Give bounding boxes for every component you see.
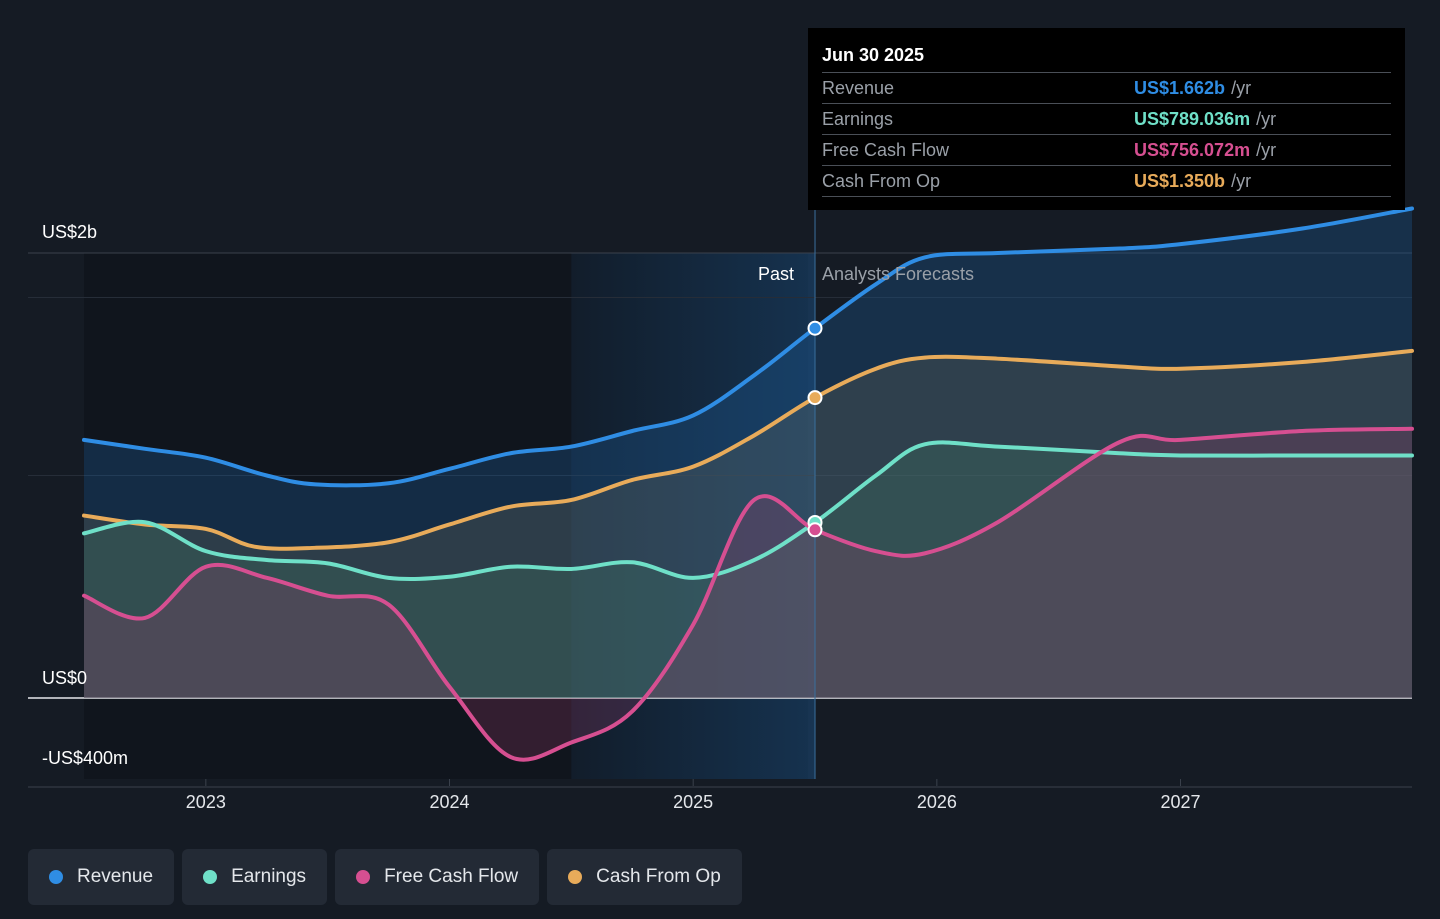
tooltip-unit: /yr: [1231, 78, 1252, 98]
marker-cash-from-op: [807, 390, 823, 406]
area-free-cash-flow: [84, 428, 1412, 760]
legend-dot-icon: [356, 870, 371, 884]
tooltip-label: Revenue: [822, 78, 895, 98]
tooltip-value: US$789.036m: [1134, 109, 1251, 129]
line-cash-from-op: [82, 348, 1414, 551]
legend-item-revenue[interactable]: Revenue: [28, 849, 175, 905]
legend-dot-icon: [568, 870, 583, 884]
line-free-cash-flow: [82, 426, 1414, 762]
area-cash-from-op: [84, 350, 1412, 698]
tooltip-value: US$1.662b: [1134, 78, 1226, 98]
tooltip-value: US$756.072m: [1134, 140, 1251, 160]
x-tick-label: 2026: [917, 792, 957, 812]
y-axis-label-zero: US$0: [42, 668, 87, 688]
tooltip-row-free-cash-flow: Free Cash Flow US$756.072m /yr: [822, 135, 1391, 166]
line-earnings: [82, 440, 1414, 581]
tooltip-row-cash-from-op: Cash From Op US$1.350b /yr: [822, 166, 1391, 197]
x-tick-label: 2025: [673, 792, 713, 812]
legend-item-free-cash-flow[interactable]: Free Cash Flow: [335, 849, 540, 905]
legend-label: Earnings: [231, 866, 307, 887]
past-label: Past: [758, 264, 794, 284]
marker-free-cash-flow: [807, 522, 823, 538]
tooltip-value: US$1.350b: [1134, 171, 1226, 191]
line-revenue: [82, 206, 1414, 488]
tooltip-unit: /yr: [1256, 109, 1277, 129]
y-axis-label-min: -US$400m: [42, 748, 128, 768]
series-areas: [84, 208, 1412, 760]
area-revenue: [84, 208, 1412, 698]
legend-item-cash-from-op[interactable]: Cash From Op: [547, 849, 742, 905]
series-lines: [82, 206, 1414, 762]
x-tick-label: 2027: [1160, 792, 1200, 812]
tooltip-unit: /yr: [1256, 140, 1277, 160]
marker-revenue: [807, 320, 823, 336]
tooltip-label: Cash From Op: [822, 171, 941, 191]
legend: Revenue Earnings Free Cash Flow Cash Fro…: [28, 849, 742, 905]
forecast-label: Analysts Forecasts: [822, 264, 974, 284]
x-tick-label: 2023: [186, 792, 226, 812]
legend-label: Revenue: [77, 866, 154, 887]
legend-dot-icon: [49, 870, 63, 884]
x-axis-ticks: 2023 2024 2025 2026 2027: [28, 779, 1412, 812]
legend-label: Cash From Op: [596, 866, 721, 887]
tooltip-row-revenue: Revenue US$1.662b /yr: [822, 73, 1391, 104]
tooltip-row-earnings: Earnings US$789.036m /yr: [822, 104, 1391, 135]
legend-item-earnings[interactable]: Earnings: [182, 849, 328, 905]
tooltip-unit: /yr: [1231, 171, 1252, 191]
tooltip: Jun 30 2025 Revenue US$1.662b /yr Earnin…: [808, 28, 1405, 210]
hover-markers: [807, 320, 823, 538]
legend-dot-icon: [203, 870, 218, 884]
tooltip-label: Earnings: [822, 109, 894, 129]
tooltip-label: Free Cash Flow: [822, 140, 950, 160]
x-tick-label: 2024: [429, 792, 469, 812]
tooltip-date: Jun 30 2025: [822, 42, 1391, 73]
legend-label: Free Cash Flow: [384, 866, 519, 887]
recent-past-shade: [571, 253, 816, 779]
y-axis-label-top: US$2b: [42, 222, 97, 242]
